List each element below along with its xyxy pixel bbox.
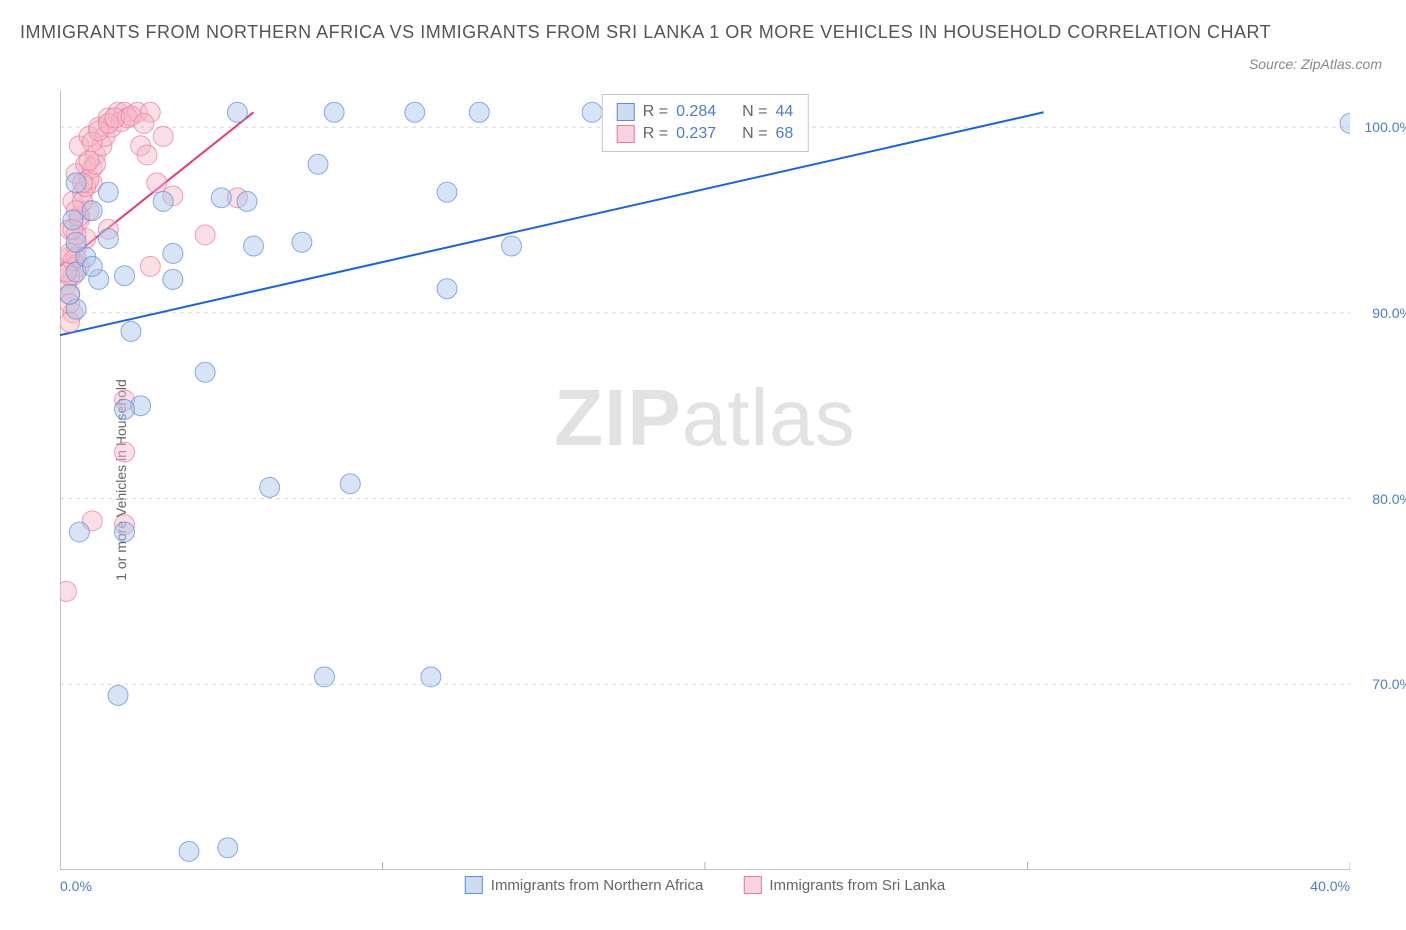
data-point — [163, 269, 183, 289]
x-tick-label: 0.0% — [60, 878, 92, 894]
n-label: N = — [742, 103, 767, 121]
source-label: Source: ZipAtlas.com — [1249, 56, 1382, 72]
data-point — [153, 126, 173, 146]
data-point — [195, 225, 215, 245]
data-point — [60, 581, 76, 601]
r-label: R = — [643, 125, 668, 143]
series-legend-item-1: Immigrants from Northern Africa — [465, 876, 704, 894]
n-value-1: 44 — [775, 103, 793, 121]
r-label: R = — [643, 103, 668, 121]
data-point — [153, 191, 173, 211]
data-point — [69, 522, 89, 542]
data-point — [244, 236, 264, 256]
data-point — [115, 399, 135, 419]
r-value-2: 0.237 — [676, 125, 716, 143]
data-point — [437, 279, 457, 299]
data-point — [60, 284, 80, 304]
data-point — [469, 102, 489, 122]
chart-title: IMMIGRANTS FROM NORTHERN AFRICA VS IMMIG… — [20, 18, 1386, 47]
series-legend-item-2: Immigrants from Sri Lanka — [743, 876, 945, 894]
data-point — [163, 243, 183, 263]
data-point — [115, 442, 135, 462]
series-legend-label-1: Immigrants from Northern Africa — [491, 877, 704, 894]
data-point — [314, 667, 334, 687]
data-point — [502, 236, 522, 256]
data-point — [115, 522, 135, 542]
legend-swatch-pink — [743, 876, 761, 894]
data-point — [292, 232, 312, 252]
data-point — [140, 256, 160, 276]
stats-legend-row-2: R = 0.237 N = 68 — [617, 123, 794, 145]
data-point — [63, 210, 83, 230]
data-point — [582, 102, 602, 122]
data-point — [147, 173, 167, 193]
data-point — [66, 173, 86, 193]
y-tick-label: 90.0% — [1372, 305, 1406, 321]
data-point — [211, 188, 231, 208]
legend-swatch-blue — [465, 876, 483, 894]
data-point — [79, 151, 99, 171]
r-value-1: 0.284 — [676, 103, 716, 121]
data-point — [98, 182, 118, 202]
data-point — [66, 232, 86, 252]
data-point — [437, 182, 457, 202]
data-point — [121, 321, 141, 341]
data-point — [108, 685, 128, 705]
n-label: N = — [742, 125, 767, 143]
stats-legend: R = 0.284 N = 44 R = 0.237 N = 68 — [602, 94, 809, 152]
legend-swatch-blue — [617, 103, 635, 121]
data-point — [340, 474, 360, 494]
data-point — [115, 266, 135, 286]
y-tick-label: 100.0% — [1365, 119, 1406, 135]
y-tick-label: 80.0% — [1372, 491, 1406, 507]
data-point — [195, 362, 215, 382]
chart-area: 1 or more Vehicles in Household ZIPatlas… — [60, 90, 1350, 870]
data-point — [82, 256, 102, 276]
data-point — [98, 229, 118, 249]
series-legend: Immigrants from Northern Africa Immigran… — [465, 876, 945, 894]
series-legend-label-2: Immigrants from Sri Lanka — [769, 877, 945, 894]
n-value-2: 68 — [775, 125, 793, 143]
data-point — [134, 113, 154, 133]
x-tick-label: 40.0% — [1310, 878, 1350, 894]
data-point — [227, 102, 247, 122]
data-point — [179, 841, 199, 861]
data-point — [260, 477, 280, 497]
regression-line — [60, 112, 1044, 335]
y-tick-label: 70.0% — [1372, 676, 1406, 692]
data-point — [421, 667, 441, 687]
data-point — [405, 102, 425, 122]
data-point — [82, 201, 102, 221]
legend-swatch-pink — [617, 125, 635, 143]
data-point — [324, 102, 344, 122]
data-point — [1340, 113, 1350, 133]
stats-legend-row-1: R = 0.284 N = 44 — [617, 101, 794, 123]
data-point — [308, 154, 328, 174]
data-point — [137, 145, 157, 165]
data-point — [218, 838, 238, 858]
data-point — [237, 191, 257, 211]
scatter-plot — [60, 90, 1350, 870]
